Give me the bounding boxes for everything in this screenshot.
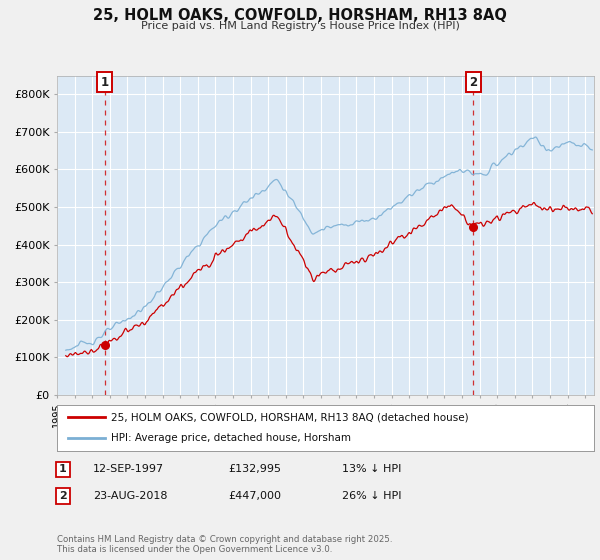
Text: 25, HOLM OAKS, COWFOLD, HORSHAM, RH13 8AQ (detached house): 25, HOLM OAKS, COWFOLD, HORSHAM, RH13 8A… <box>111 412 469 422</box>
Text: 23-AUG-2018: 23-AUG-2018 <box>93 491 167 501</box>
Text: 1: 1 <box>59 464 67 474</box>
Text: £447,000: £447,000 <box>228 491 281 501</box>
Text: Price paid vs. HM Land Registry's House Price Index (HPI): Price paid vs. HM Land Registry's House … <box>140 21 460 31</box>
Text: HPI: Average price, detached house, Horsham: HPI: Average price, detached house, Hors… <box>111 433 350 444</box>
Text: 25, HOLM OAKS, COWFOLD, HORSHAM, RH13 8AQ: 25, HOLM OAKS, COWFOLD, HORSHAM, RH13 8A… <box>93 8 507 24</box>
Text: 1: 1 <box>101 76 109 88</box>
Text: Contains HM Land Registry data © Crown copyright and database right 2025.
This d: Contains HM Land Registry data © Crown c… <box>57 535 392 554</box>
Text: 2: 2 <box>469 76 478 88</box>
Text: 2: 2 <box>59 491 67 501</box>
Text: 12-SEP-1997: 12-SEP-1997 <box>93 464 164 474</box>
Text: £132,995: £132,995 <box>228 464 281 474</box>
Text: 13% ↓ HPI: 13% ↓ HPI <box>342 464 401 474</box>
Text: 26% ↓ HPI: 26% ↓ HPI <box>342 491 401 501</box>
